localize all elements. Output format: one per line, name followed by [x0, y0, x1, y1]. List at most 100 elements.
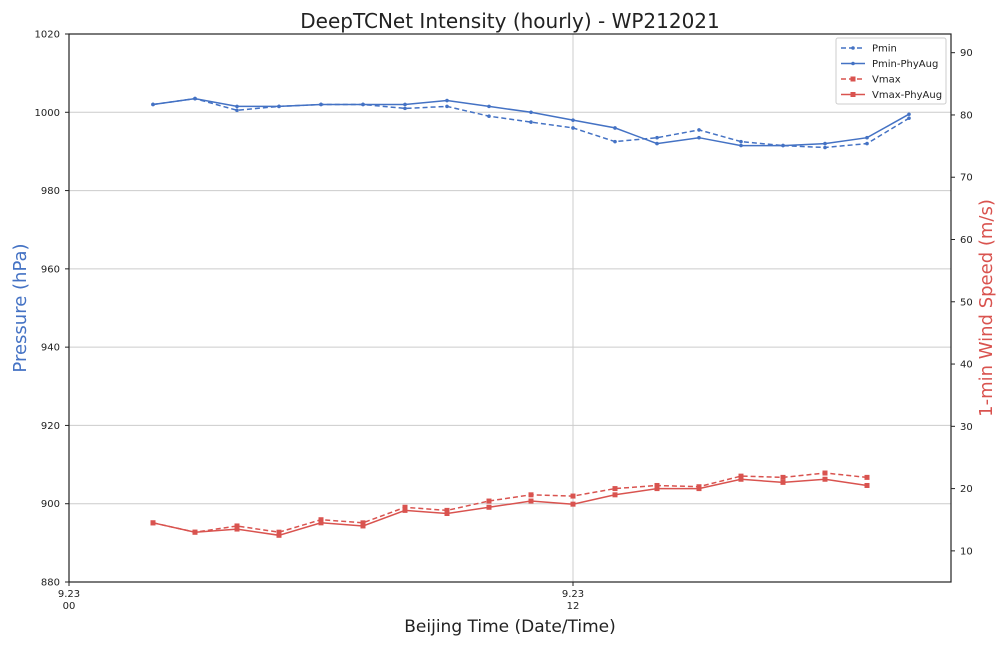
left-tick-label: 1000 — [35, 108, 60, 119]
data-point-vmax-phyaug — [528, 498, 534, 504]
data-point-pmin-phyaug — [487, 104, 491, 109]
x-tick-label-hour: 12 — [567, 601, 580, 612]
data-point-pmin-phyaug — [697, 135, 701, 140]
left-tick-label: 1020 — [35, 30, 60, 41]
data-point-vmax — [318, 517, 324, 523]
legend-swatch-marker — [850, 76, 856, 82]
data-point-pmin — [697, 128, 701, 132]
data-point-vmax — [864, 474, 870, 480]
data-point-pmin — [823, 145, 827, 150]
data-point-pmin-phyaug — [319, 102, 323, 107]
data-point-pmin — [403, 106, 407, 111]
data-point-pmin — [613, 139, 617, 144]
right-axis: 10 20 30 40 50 60 70 80 90 — [951, 48, 973, 557]
legend-item-pmin: Pmin — [841, 44, 897, 55]
legend-item-pmin-phyaug: Pmin-PhyAug — [841, 59, 938, 70]
data-point-vmax-phyaug — [318, 520, 324, 526]
right-tick-label: 20 — [960, 484, 973, 495]
data-point-vmax — [234, 523, 240, 529]
data-point-pmin — [865, 141, 869, 146]
data-point-pmin — [487, 114, 491, 118]
right-tick-label: 40 — [960, 360, 973, 371]
left-axis: 880 900 920 940 960 980 1000 1020 — [35, 30, 69, 589]
data-point-vmax — [738, 473, 744, 479]
left-tick-label: 940 — [41, 343, 60, 354]
data-point-vmax-phyaug — [360, 523, 366, 529]
data-point-vmax-phyaug — [696, 486, 702, 492]
data-point-pmin-phyaug — [235, 104, 239, 109]
data-point-vmax — [780, 474, 786, 480]
grid — [68, 33, 951, 583]
data-point-vmax — [402, 504, 408, 510]
series-pmin-phyaug — [151, 96, 911, 148]
data-point-vmax — [444, 507, 450, 513]
right-tick-label: 60 — [960, 235, 973, 246]
legend-swatch-marker — [851, 61, 855, 66]
legend-swatch-marker — [851, 46, 855, 50]
legend-box — [835, 37, 947, 105]
data-point-vmax-phyaug — [150, 520, 156, 526]
right-tick-label: 30 — [960, 422, 973, 433]
data-point-pmin-phyaug — [361, 102, 365, 107]
data-point-pmin-phyaug — [907, 112, 911, 117]
chart-title: DeepTCNet Intensity (hourly) - WP212021 — [300, 9, 720, 33]
data-point-pmin — [235, 108, 239, 113]
data-point-pmin-phyaug — [277, 104, 281, 109]
left-axis-label: Pressure (hPa) — [10, 243, 31, 372]
x-tick-label-date: 9.23 — [58, 589, 80, 600]
data-point-vmax — [360, 520, 366, 526]
data-point-vmax-phyaug — [192, 529, 198, 535]
right-tick-label: 90 — [960, 48, 973, 59]
data-point-pmin-phyaug — [613, 126, 617, 130]
data-point-pmin-phyaug — [529, 110, 533, 115]
legend-label: Vmax-PhyAug — [872, 90, 942, 101]
series-vmax — [150, 470, 870, 535]
data-point-pmin — [655, 135, 659, 140]
data-point-pmin-phyaug — [403, 102, 407, 107]
x-axis-label: Beijing Time (Date/Time) — [404, 617, 616, 637]
data-point-pmin — [529, 120, 533, 124]
series-line-vmax-phyaug — [152, 478, 868, 537]
data-point-vmax-phyaug — [738, 476, 744, 482]
x-tick-label-hour: 00 — [63, 601, 76, 612]
plot-background — [69, 34, 951, 582]
data-point-vmax — [276, 529, 282, 535]
series-layer — [150, 96, 911, 538]
data-point-pmin-phyaug — [151, 102, 155, 107]
data-point-vmax-phyaug — [864, 482, 870, 488]
data-point-vmax — [486, 498, 492, 504]
left-tick-label: 980 — [41, 186, 60, 197]
left-tick-label: 920 — [41, 421, 60, 432]
data-point-pmin-phyaug — [193, 96, 197, 101]
data-point-pmin-phyaug — [655, 141, 659, 146]
data-point-vmax-phyaug — [402, 507, 408, 513]
data-point-pmin-phyaug — [445, 98, 449, 103]
right-axis-label: 1-min Wind Speed (m/s) — [976, 199, 997, 417]
data-point-vmax-phyaug — [276, 532, 282, 538]
plot-frame — [68, 33, 952, 583]
data-point-pmin-phyaug — [823, 141, 827, 146]
data-point-pmin-phyaug — [781, 143, 785, 148]
legend-label: Pmin-PhyAug — [872, 59, 938, 70]
legend-swatch-marker — [850, 92, 856, 97]
data-point-vmax-phyaug — [654, 486, 660, 492]
data-point-pmin — [739, 139, 743, 144]
data-point-vmax-phyaug — [444, 511, 450, 516]
data-point-vmax-phyaug — [234, 526, 240, 532]
right-tick-label: 10 — [960, 546, 973, 557]
left-tick-label: 880 — [41, 578, 60, 589]
data-point-vmax-phyaug — [570, 501, 576, 507]
data-point-vmax-phyaug — [822, 476, 828, 482]
legend-item-vmax: Vmax — [841, 75, 901, 86]
right-tick-label: 50 — [960, 297, 973, 308]
legend: Pmin Pmin-PhyAug Vmax Vmax-PhyAug — [835, 37, 947, 105]
right-tick-label: 70 — [960, 173, 973, 184]
data-point-vmax-phyaug — [612, 492, 618, 498]
data-point-pmin-phyaug — [865, 135, 869, 140]
series-vmax-phyaug — [150, 476, 870, 538]
left-tick-label: 960 — [41, 264, 60, 275]
legend-item-vmax-phyaug: Vmax-PhyAug — [841, 90, 942, 101]
data-point-vmax — [612, 486, 618, 492]
